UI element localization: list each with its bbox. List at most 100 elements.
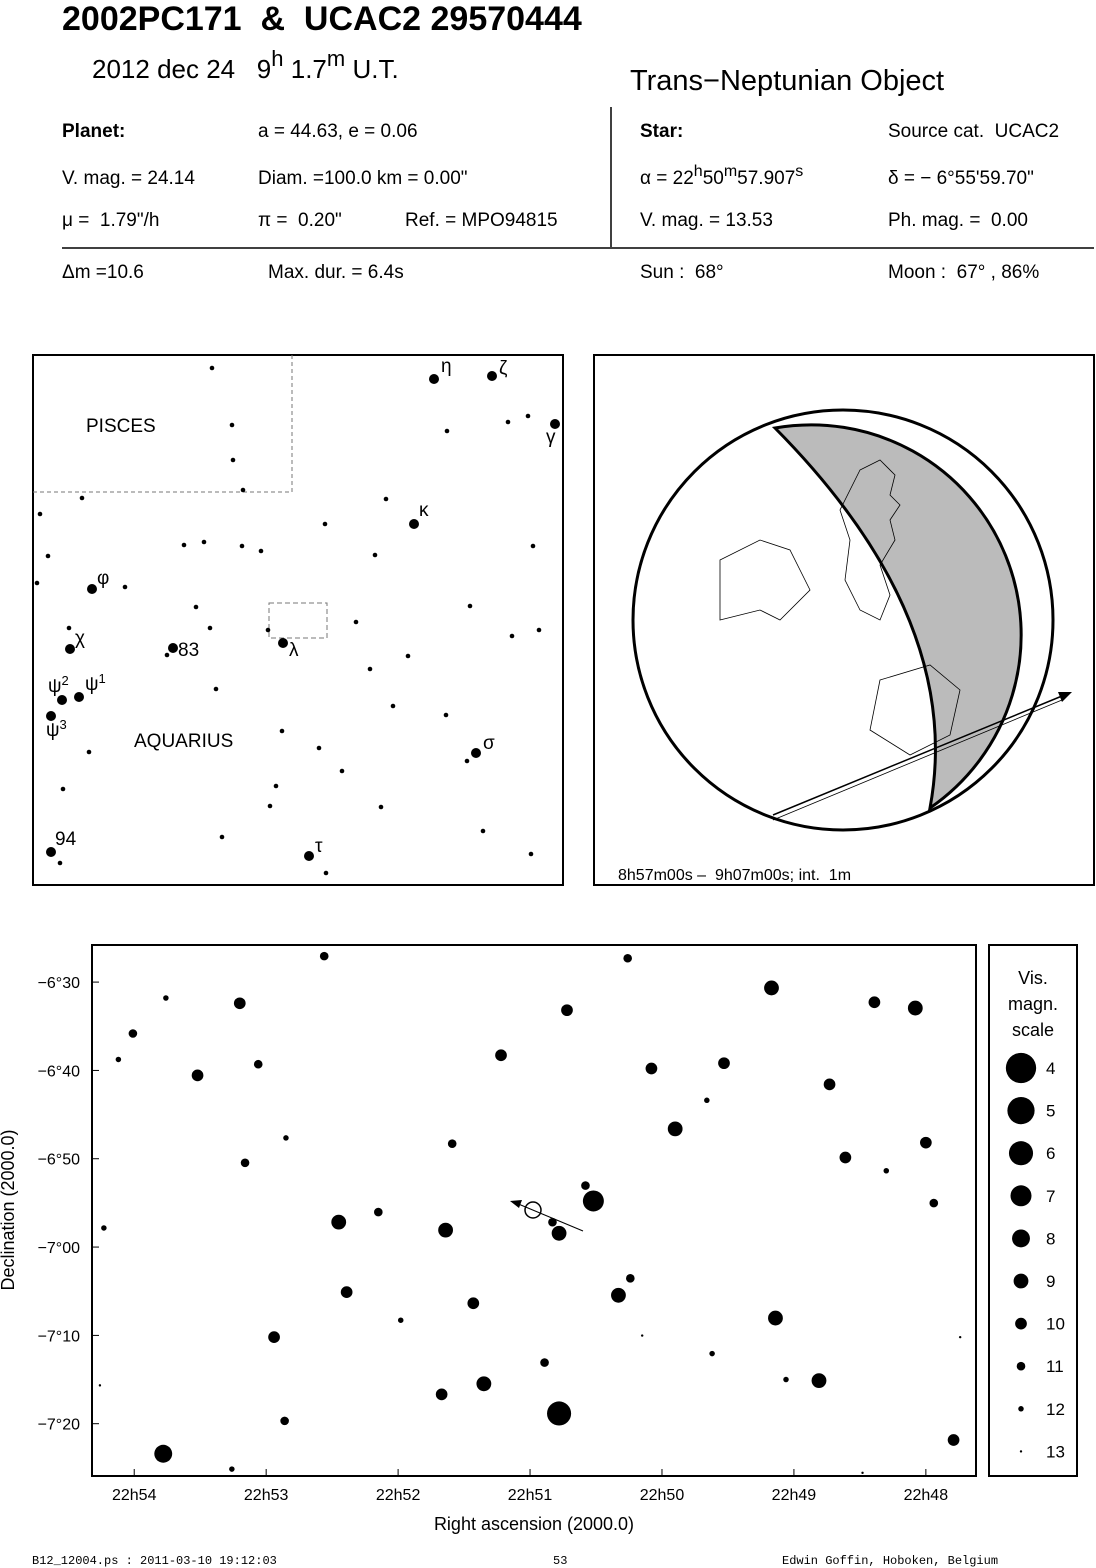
coastline <box>719 459 961 756</box>
star <box>229 422 235 428</box>
star <box>219 834 225 840</box>
star <box>37 511 43 517</box>
star <box>839 1151 852 1164</box>
dm: Δm =10.6 <box>62 262 144 283</box>
y-tick-label: −6°50 <box>38 1152 81 1169</box>
legend-title: Vis. <box>1018 968 1048 988</box>
star <box>66 625 72 631</box>
star-label: σ <box>483 733 495 754</box>
star <box>582 1190 604 1212</box>
globe-panel: 8h57m00s – 9h07m00s; int. 1m <box>593 354 1095 886</box>
star <box>230 457 236 463</box>
star <box>339 768 345 774</box>
star <box>283 1135 289 1141</box>
text-part: ψ <box>48 676 62 697</box>
info: Planet: a = 44.63, e = 0.06 V. mag. = 24… <box>62 121 1059 283</box>
star <box>768 1310 783 1326</box>
star <box>623 953 632 963</box>
frame <box>91 944 977 1477</box>
track <box>772 695 1063 816</box>
y-axis-title: Declination (2000.0) <box>0 1129 18 1290</box>
object <box>524 1201 542 1219</box>
legend-label: 5 <box>1046 1102 1055 1121</box>
legend-label: 13 <box>1046 1442 1065 1461</box>
maxdur: Max. dur. = 6.4s <box>268 262 404 283</box>
label: Star: <box>640 121 683 142</box>
text-part: 50 <box>703 168 724 189</box>
star <box>509 633 515 639</box>
mu: μ = 1.79"/h <box>62 210 159 231</box>
star <box>319 951 329 961</box>
star-label: ψ2 <box>48 673 69 698</box>
legend-label: 12 <box>1046 1400 1065 1419</box>
x-tick-label: 22h50 <box>640 1487 685 1504</box>
star <box>409 519 419 529</box>
star <box>861 1471 864 1475</box>
legend-dot <box>1012 1229 1030 1248</box>
legend-dot <box>1010 1185 1032 1207</box>
y-tick-label: −7°10 <box>38 1328 81 1345</box>
vmag: V. mag. = 24.14 <box>62 168 195 189</box>
star <box>60 786 66 792</box>
star <box>239 543 245 549</box>
star <box>611 1287 626 1303</box>
text-part: α = 22 <box>640 168 694 189</box>
star <box>383 496 389 502</box>
star <box>267 803 273 809</box>
frame <box>32 354 564 886</box>
object-class: Trans−Neptunian Object <box>630 65 944 97</box>
star <box>495 1049 507 1062</box>
text-part: 57.907 <box>737 168 795 189</box>
star <box>548 1217 557 1227</box>
star-label: 94 <box>55 829 77 850</box>
star <box>268 1331 280 1344</box>
star <box>480 828 486 834</box>
star <box>640 1334 644 1337</box>
star <box>447 1139 457 1149</box>
star <box>34 580 40 586</box>
legend-dot <box>1008 1141 1034 1166</box>
star <box>278 638 288 648</box>
star <box>201 539 207 545</box>
star <box>193 604 199 610</box>
star <box>536 627 542 633</box>
x-tick-label: 22h48 <box>904 1487 949 1504</box>
superscript: m <box>327 46 345 71</box>
star <box>547 1401 572 1426</box>
star <box>280 1416 289 1426</box>
star <box>209 365 215 371</box>
star <box>907 1000 923 1016</box>
star <box>163 995 169 1001</box>
star <box>323 870 329 876</box>
star-label: ζ <box>499 358 508 379</box>
star-label: η <box>441 356 452 377</box>
star <box>467 603 473 609</box>
arrow <box>510 1200 522 1208</box>
phmag: Ph. mag. = 0.00 <box>888 210 1028 231</box>
star <box>718 1057 730 1070</box>
x-tick-label: 22h51 <box>508 1487 553 1504</box>
star-label: κ <box>419 500 429 521</box>
star <box>528 851 534 857</box>
constellation: AQUARIUS <box>134 731 233 752</box>
frame <box>593 354 1095 886</box>
star-label: χ <box>75 628 85 649</box>
x-axis-title: Right ascension (2000.0) <box>434 1514 634 1534</box>
star-label: φ <box>97 568 109 589</box>
footer-author: Edwin Goffin, Hoboken, Belgium <box>782 1554 998 1568</box>
star <box>57 695 67 705</box>
text-part: U.T. <box>345 54 398 84</box>
star <box>540 1358 549 1367</box>
legend-dot <box>1007 1097 1035 1125</box>
alpha: α = 22h50m57.907s <box>640 163 803 190</box>
night-side <box>771 423 1023 812</box>
star <box>240 1158 250 1168</box>
superscript: h <box>271 46 283 71</box>
title: 2002PC171 & UCAC2 29570444 <box>62 0 582 38</box>
star-label: ψ1 <box>85 671 106 696</box>
superscript: 1 <box>99 671 106 686</box>
legend-title: magn. <box>1008 994 1058 1014</box>
legend-dot <box>1005 1052 1037 1084</box>
